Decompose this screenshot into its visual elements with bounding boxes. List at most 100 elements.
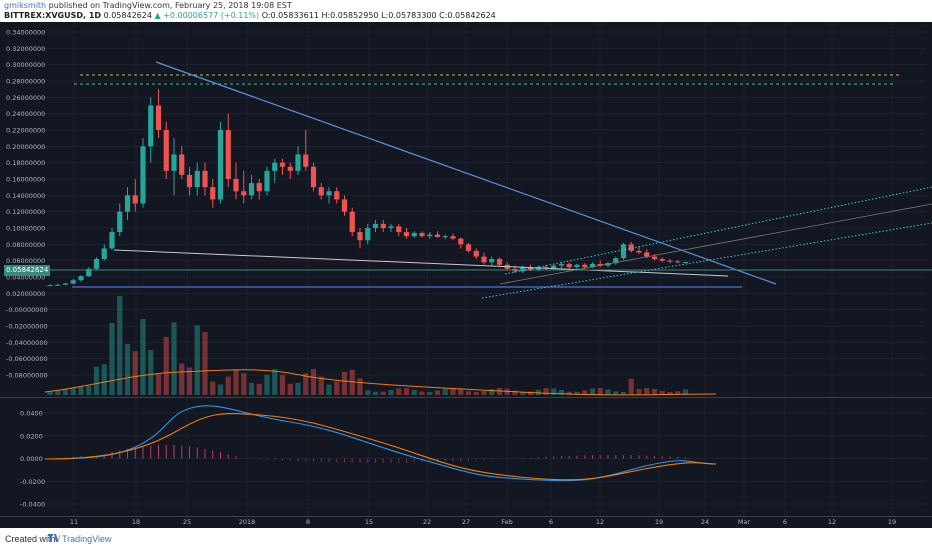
candle-body — [47, 285, 53, 287]
candle-body — [682, 261, 689, 263]
volume-bar — [512, 390, 518, 395]
price-tick-label: 0.32000000 — [6, 45, 45, 53]
volume-bar — [295, 382, 301, 395]
volume-bar — [155, 374, 162, 395]
volume-bar — [520, 391, 526, 395]
volume-bar — [357, 378, 363, 395]
volume-bar — [287, 383, 293, 395]
candle-body — [202, 170, 208, 188]
publish-info: gmiksmith published on TradingView.com, … — [4, 1, 292, 10]
time-tick-label: 22 — [423, 518, 431, 526]
volume-bar — [202, 332, 208, 395]
time-tick-label: 6 — [549, 518, 553, 526]
volume-bar — [651, 388, 658, 395]
volume-bar — [365, 390, 371, 395]
volume-bar — [450, 388, 456, 395]
time-tick-label: Mar — [738, 518, 751, 526]
price-tick-label: -0.04000000 — [6, 339, 48, 347]
price-tick-label: 0.12000000 — [6, 208, 45, 216]
volume-bar — [628, 378, 634, 395]
volume-bar — [543, 388, 549, 395]
price-tick-label: 0.34000000 — [6, 29, 45, 37]
time-tick-label: 19 — [888, 518, 896, 526]
candle-body — [349, 211, 355, 233]
current-price-badge: 0.05842624 — [4, 265, 51, 276]
symbol-info: BITTREX:XVGUSD, 1D 0.05842624 ▲ +0.00006… — [4, 11, 496, 20]
candle-body — [70, 280, 76, 284]
volume-bar — [124, 343, 131, 395]
candle-body — [613, 258, 619, 264]
volume-bar — [458, 389, 464, 395]
volume-bar — [101, 364, 107, 395]
candle-body — [93, 259, 100, 269]
volume-bar — [388, 389, 394, 395]
volume-bar — [86, 386, 92, 395]
candle-body — [86, 268, 92, 277]
open-label: O: — [261, 11, 271, 20]
white-trendline — [113, 249, 729, 277]
candle-body — [155, 105, 162, 130]
volume-bar — [47, 391, 53, 395]
macd-tick-label: 0.0400 — [20, 410, 43, 418]
high-value: 0.05852950 — [330, 11, 379, 20]
volume-bar — [210, 381, 216, 395]
candle-body — [310, 166, 317, 188]
candle-body — [241, 191, 247, 196]
published-text: published on TradingView.com, February 2… — [48, 1, 292, 10]
volume-bar — [241, 373, 247, 395]
candle-body — [527, 267, 534, 270]
candle-body — [326, 191, 332, 196]
time-tick-label: 12 — [828, 518, 836, 526]
volume-bar — [667, 391, 673, 395]
price-chart-svg[interactable]: 0.34000000 0.32000000 0.30000000 0.28000000… — [0, 22, 932, 528]
candle-body — [558, 263, 565, 266]
volume-bar — [349, 369, 355, 395]
volume-bar — [675, 391, 681, 395]
candle-body — [272, 162, 278, 171]
volume-bar — [171, 322, 177, 395]
candle-body — [675, 261, 681, 263]
price-tick-label: 0.06000000 — [6, 257, 45, 265]
candle-body — [132, 195, 138, 204]
author-link[interactable]: gmiksmith — [4, 1, 47, 10]
candle-body — [78, 276, 84, 281]
price-tick-label: 0.28000000 — [6, 78, 45, 86]
volume-bar — [427, 391, 433, 395]
candle-body — [62, 283, 69, 285]
time-tick-label: 25 — [183, 518, 191, 526]
symbol-label: BITTREX:XVGUSD, 1D — [4, 11, 102, 20]
candle-body — [287, 166, 293, 171]
volume-bar — [489, 389, 495, 395]
candle-body — [225, 130, 231, 179]
candle-body — [109, 232, 115, 249]
volume-bar — [303, 373, 309, 395]
candle-body — [620, 244, 627, 259]
last-price: 0.05842624 — [103, 11, 152, 20]
candle-body — [233, 179, 239, 192]
price-tick-label: 0.20000000 — [6, 143, 45, 151]
macd-line — [44, 405, 717, 482]
candle-body — [388, 226, 394, 228]
candle-body — [380, 223, 386, 228]
candle-body — [667, 260, 673, 262]
volume-bar — [527, 391, 534, 395]
volume-bar — [140, 319, 146, 395]
price-tick-label: 0.08000000 — [6, 241, 45, 249]
price-tick-label: -0.08000000 — [6, 372, 48, 380]
tradingview-logo-icon — [48, 534, 60, 542]
candle-body — [489, 259, 495, 263]
candle-body — [101, 248, 107, 260]
price-tick-label: -0.00000000 — [6, 306, 48, 314]
candle-body — [551, 265, 557, 269]
time-tick-label: 6 — [783, 518, 787, 526]
candle-body — [163, 130, 169, 171]
tradingview-brand[interactable]: TradingView — [62, 534, 112, 544]
price-tick-label: 0.02000000 — [6, 290, 45, 298]
candle-body — [403, 232, 410, 237]
price-tick-label: -0.02000000 — [6, 323, 48, 331]
chart-area[interactable]: 0.34000000 0.32000000 0.30000000 0.28000000… — [0, 22, 932, 528]
candle-body — [396, 226, 402, 233]
volume-bar — [93, 366, 100, 395]
volume-bar — [574, 391, 580, 395]
chart-header: gmiksmith published on TradingView.com, … — [0, 0, 932, 22]
